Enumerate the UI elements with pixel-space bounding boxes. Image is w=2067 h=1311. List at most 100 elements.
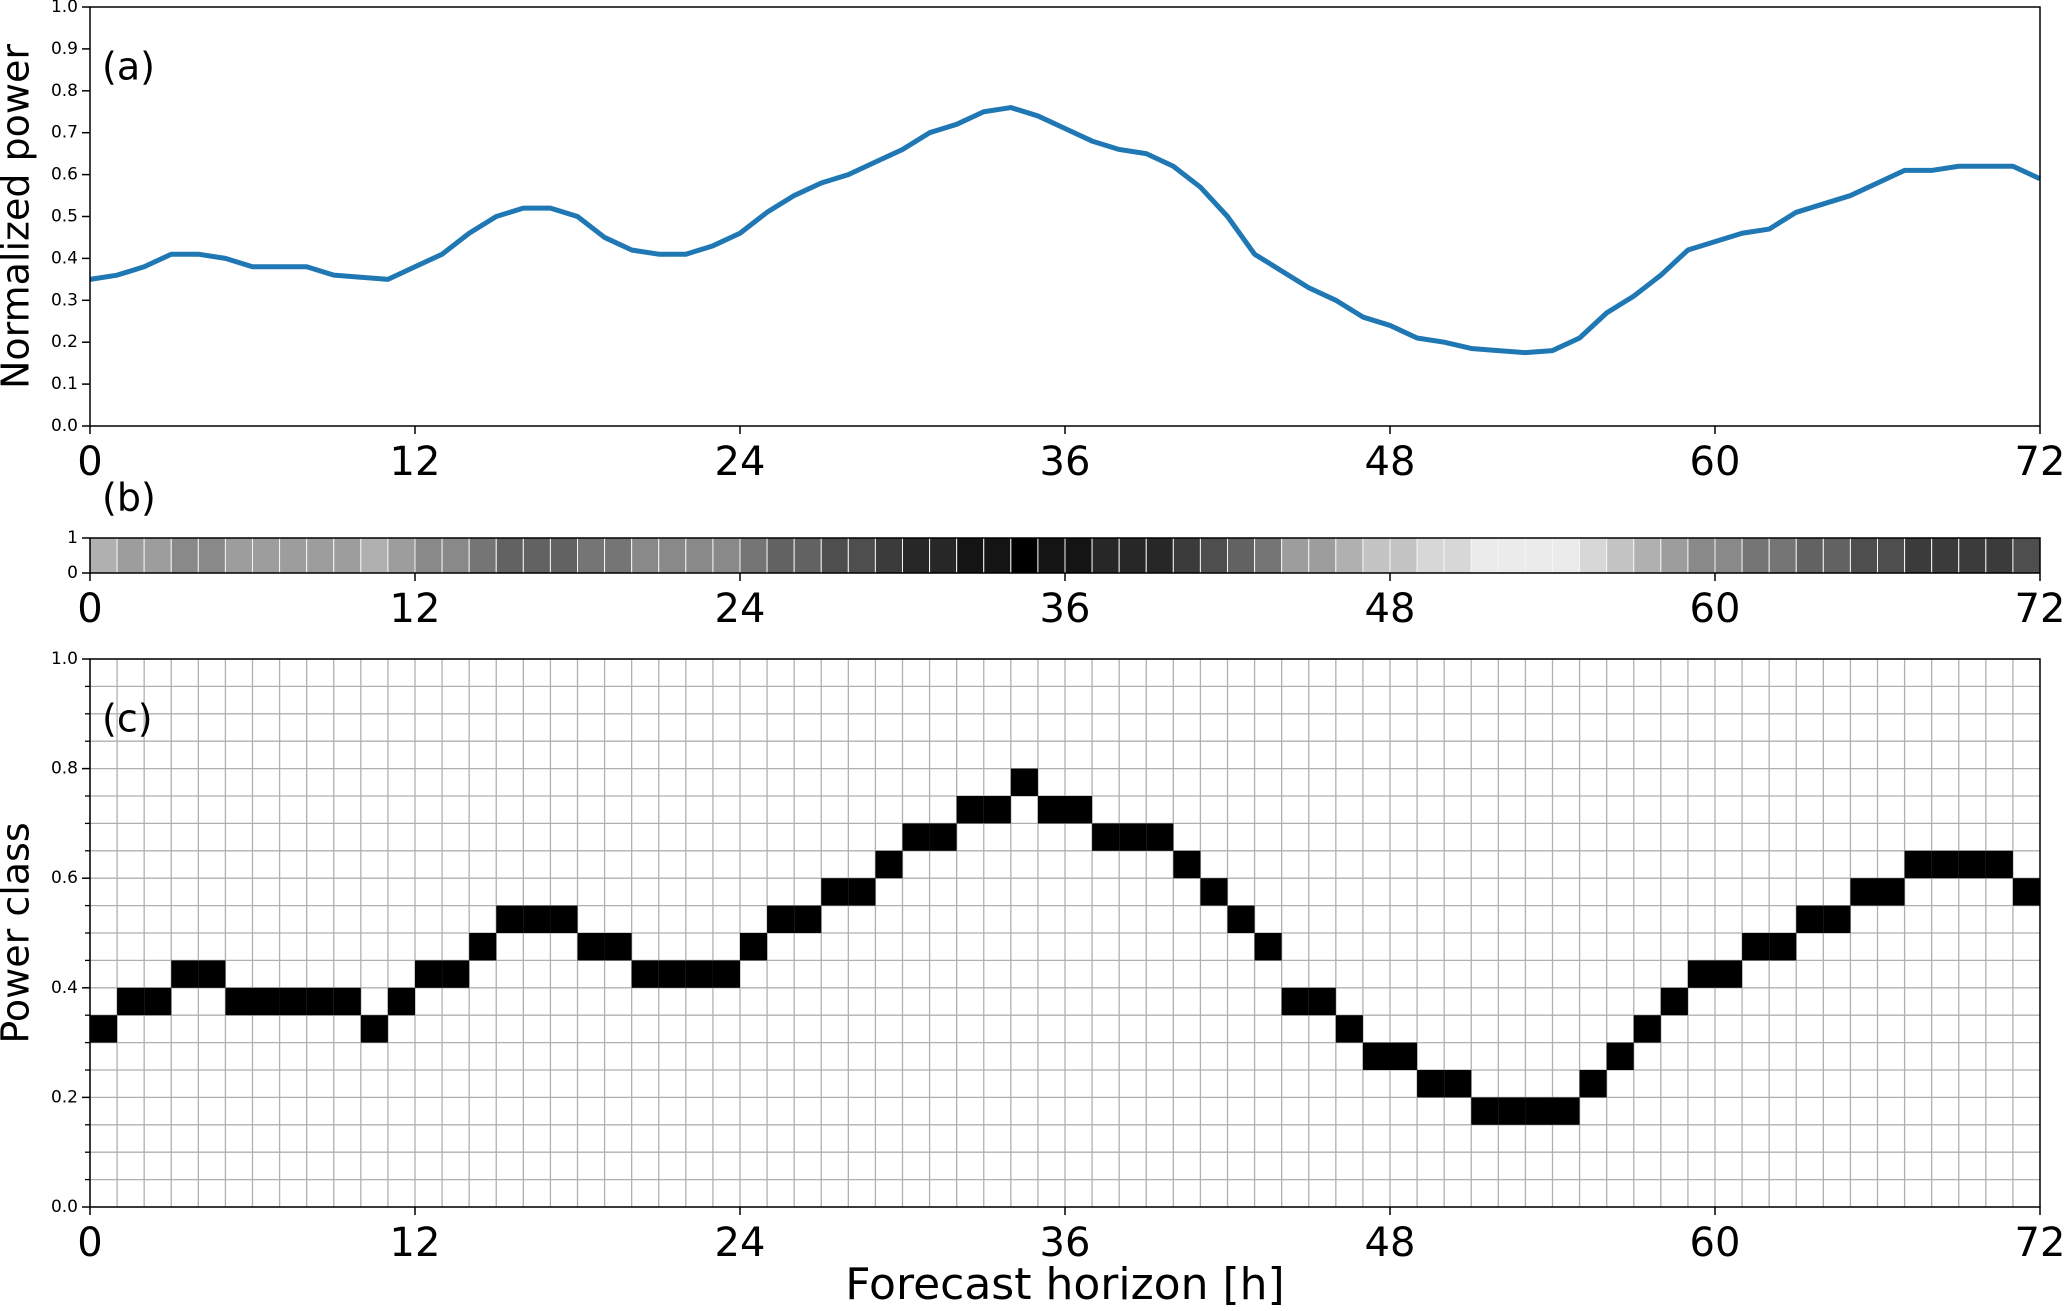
class-square	[1877, 878, 1905, 906]
y-tick-label: 0.6	[51, 165, 78, 185]
heat-cell	[712, 537, 741, 574]
class-square	[983, 796, 1011, 824]
heat-cell	[1904, 537, 1933, 574]
heat-cell	[333, 537, 362, 574]
class-square	[1579, 1070, 1607, 1098]
class-square	[1065, 796, 1093, 824]
class-square	[1335, 1015, 1363, 1043]
heat-cell	[143, 537, 172, 574]
heat-cell	[983, 537, 1012, 574]
class-square	[252, 987, 280, 1016]
heat-cell	[847, 537, 876, 574]
y-axis-label: Normalized power	[0, 44, 38, 389]
heat-cell	[1362, 537, 1391, 574]
heat-cell	[360, 537, 389, 574]
y-tick-label: 0.5	[51, 207, 78, 227]
class-square	[333, 987, 361, 1016]
heat-cell	[414, 537, 443, 574]
heat-cell	[89, 537, 118, 574]
heat-cell	[1768, 537, 1797, 574]
heat-cell	[604, 537, 633, 574]
y-tick-label: 0.7	[51, 123, 78, 143]
class-square	[740, 933, 768, 961]
heat-cell	[1579, 537, 1608, 574]
heat-cell	[766, 537, 795, 574]
class-square	[1687, 960, 1715, 988]
class-square	[469, 933, 497, 961]
class-square	[1390, 1042, 1418, 1070]
x-axis-label: Forecast horizon [h]	[845, 1259, 1284, 1310]
heat-cell	[1145, 537, 1174, 574]
class-square	[1958, 850, 1986, 879]
class-square	[1498, 1097, 1526, 1125]
x-tick-label: 24	[715, 439, 766, 485]
class-square	[767, 905, 795, 933]
heat-cell	[739, 537, 768, 574]
heat-cell	[631, 537, 660, 574]
class-square	[956, 796, 984, 824]
heat-cell	[874, 537, 904, 574]
class-square	[929, 823, 957, 851]
heat-cell	[468, 537, 497, 574]
heat-cell	[1552, 537, 1581, 574]
class-square	[1227, 905, 1255, 933]
class-square	[523, 905, 551, 933]
class-square	[1173, 850, 1201, 879]
heat-cell	[1227, 537, 1256, 574]
class-square	[658, 960, 686, 988]
panel-label: (c)	[102, 697, 153, 741]
class-square	[1362, 1042, 1390, 1070]
heat-cell	[1633, 537, 1662, 574]
x-tick-label: 24	[715, 586, 766, 632]
class-square	[171, 960, 199, 988]
class-square	[631, 960, 659, 988]
heat-cell	[387, 537, 416, 574]
heat-cell	[956, 537, 985, 574]
heat-cell	[1010, 537, 1039, 574]
heat-cell	[1714, 537, 1743, 574]
y-tick-label: 1.0	[51, 0, 78, 17]
x-tick-label: 60	[1690, 1220, 1741, 1266]
heat-cell	[1199, 537, 1228, 574]
x-tick-label: 60	[1690, 586, 1741, 632]
heat-cell	[1931, 537, 1960, 574]
class-square	[1146, 823, 1174, 851]
heat-cell	[116, 537, 145, 574]
heat-cell	[1064, 537, 1093, 574]
heat-cell	[1416, 537, 1445, 574]
heat-cell	[1877, 537, 1906, 574]
class-square	[144, 987, 172, 1016]
class-square	[848, 878, 876, 906]
heat-cell	[1660, 537, 1689, 574]
class-square	[604, 933, 632, 961]
heat-cell	[1091, 537, 1120, 574]
class-square	[902, 823, 930, 851]
x-tick-label: 72	[2015, 1220, 2066, 1266]
heat-cell	[902, 537, 931, 574]
y-tick-label: 0.8	[51, 81, 78, 101]
heat-cell	[1795, 537, 1824, 574]
class-square	[1119, 823, 1147, 851]
panel-label: (b)	[102, 476, 156, 520]
class-square	[1254, 933, 1282, 961]
x-tick-label: 0	[77, 586, 102, 632]
heat-cell	[441, 537, 470, 574]
class-square	[225, 987, 253, 1016]
heat-cell	[577, 537, 606, 574]
heat-cell	[1470, 537, 1499, 574]
class-square	[685, 960, 713, 988]
class-square	[1281, 987, 1309, 1016]
class-square	[1715, 960, 1743, 988]
x-tick-label: 36	[1040, 439, 1091, 485]
class-square	[117, 987, 145, 1016]
y-tick-label: 0.4	[51, 978, 78, 998]
class-square	[1525, 1097, 1553, 1125]
heat-cell	[1281, 537, 1310, 574]
heat-cell	[522, 537, 551, 574]
panel-label: (a)	[102, 45, 155, 89]
class-square	[1850, 878, 1878, 906]
class-square	[496, 905, 524, 933]
y-tick-label: 0	[67, 563, 78, 583]
class-square	[1200, 878, 1228, 906]
heat-cell	[549, 537, 579, 574]
